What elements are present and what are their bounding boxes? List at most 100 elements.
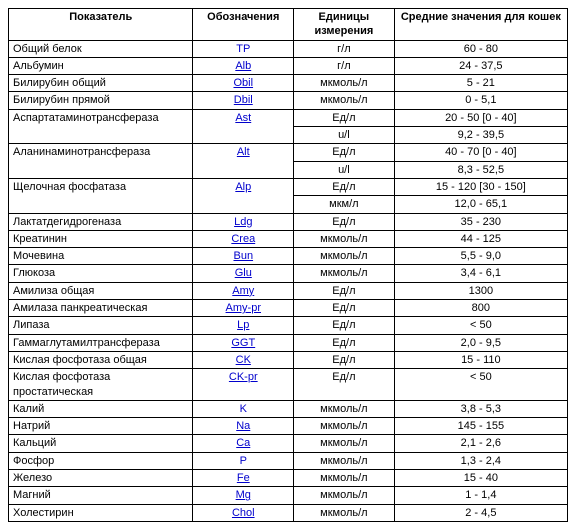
unit-cell: мкмоль/л	[294, 92, 395, 109]
parameter-cell: Фосфор	[9, 452, 193, 469]
symbol-link[interactable]: Fe	[237, 472, 250, 484]
table-row: АспартатаминотрансферазаAstЕд/л20 - 50 […	[9, 109, 568, 126]
symbol-link[interactable]: Ca	[236, 437, 250, 449]
table-row: КалийKмкмоль/л3,8 - 5,3	[9, 400, 568, 417]
table-row: ФосфорPмкмоль/л1,3 - 2,4	[9, 452, 568, 469]
unit-cell: Ед/л	[294, 282, 395, 299]
unit-cell: мкм/л	[294, 196, 395, 213]
unit-cell: мкмоль/л	[294, 452, 395, 469]
table-row: Кислая фосфотаза общая CK Ед/л15 - 110	[9, 351, 568, 368]
value-cell: 3,4 - 6,1	[394, 265, 567, 282]
col-header-symbol: Обозначения	[193, 9, 294, 41]
value-cell: 15 - 110	[394, 351, 567, 368]
symbol-link[interactable]: Alp	[235, 181, 251, 193]
symbol-cell: K	[193, 400, 294, 417]
parameter-cell: Аспартатаминотрансфераза	[9, 109, 193, 144]
value-cell: < 50	[394, 317, 567, 334]
symbol-link[interactable]: Lp	[237, 319, 249, 331]
symbol-cell: Alp	[193, 178, 294, 213]
symbol-cell: Ca	[193, 435, 294, 452]
value-cell: 24 - 37,5	[394, 57, 567, 74]
table-row: ЛипазаLpЕд/л< 50	[9, 317, 568, 334]
symbol-link[interactable]: Amy-pr	[226, 302, 261, 314]
value-cell: 145 - 155	[394, 418, 567, 435]
parameter-cell: Кальций	[9, 435, 193, 452]
table-row: Амилаза панкреатическая Amy-pr Ед/л800	[9, 300, 568, 317]
table-row: НатрийNaмкмоль/л145 - 155	[9, 418, 568, 435]
value-cell: 15 - 40	[394, 470, 567, 487]
parameter-cell: Калий	[9, 400, 193, 417]
symbol-cell: Alb	[193, 57, 294, 74]
value-cell: 1 - 1,4	[394, 487, 567, 504]
parameter-cell: Аланинаминотрансфераза	[9, 144, 193, 179]
unit-cell: мкмоль/л	[294, 418, 395, 435]
parameter-cell: Мочевина	[9, 248, 193, 265]
unit-cell: Ед/л	[294, 213, 395, 230]
value-cell: 15 - 120 [30 - 150]	[394, 178, 567, 195]
symbol-cell: Bun	[193, 248, 294, 265]
table-row: Билирубин прямойDbilмкмоль/л0 - 5,1	[9, 92, 568, 109]
symbol-link[interactable]: Ast	[235, 112, 251, 124]
symbol-link[interactable]: CK	[236, 354, 251, 366]
value-cell: 800	[394, 300, 567, 317]
value-cell: 5,5 - 9,0	[394, 248, 567, 265]
symbol-cell: Lp	[193, 317, 294, 334]
parameter-cell: Холестирин	[9, 504, 193, 521]
symbol-link[interactable]: Na	[236, 420, 250, 432]
parameter-cell: Кислая фосфотаза общая	[9, 351, 193, 368]
unit-cell: Ед/л	[294, 351, 395, 368]
symbol-link[interactable]: Alt	[237, 146, 250, 158]
table-row: Амилиза общаяAmyЕд/л1300	[9, 282, 568, 299]
unit-cell: мкмоль/л	[294, 230, 395, 247]
symbol-link[interactable]: Ldg	[234, 216, 252, 228]
symbol-link[interactable]: Bun	[233, 250, 253, 262]
parameter-cell: Лактатдегидрогеназа	[9, 213, 193, 230]
symbol-cell: Ldg	[193, 213, 294, 230]
unit-cell: Ед/л	[294, 144, 395, 161]
symbol-link[interactable]: Mg	[236, 489, 251, 501]
symbol-link[interactable]: Glu	[235, 267, 252, 279]
unit-cell: мкмоль/л	[294, 75, 395, 92]
symbol-link[interactable]: Obil	[233, 77, 253, 89]
symbol-link[interactable]: Amy	[232, 285, 254, 297]
parameter-cell: Липаза	[9, 317, 193, 334]
symbol-link[interactable]: Crea	[231, 233, 255, 245]
value-cell: 44 - 125	[394, 230, 567, 247]
table-row: Кислая фосфотаза простатическаяCK-prЕд/л…	[9, 369, 568, 401]
value-cell: 20 - 50 [0 - 40]	[394, 109, 567, 126]
table-header-row: Показатель Обозначения Единицы измерения…	[9, 9, 568, 41]
unit-cell: Ед/л	[294, 109, 395, 126]
table-row: Альбумин Alb г/л24 - 37,5	[9, 57, 568, 74]
table-row: КальцийCaмкмоль/л2,1 - 2,6	[9, 435, 568, 452]
parameter-cell: Креатинин	[9, 230, 193, 247]
parameter-cell: Общий белок	[9, 40, 193, 57]
symbol-cell: Ast	[193, 109, 294, 144]
value-cell: 60 - 80	[394, 40, 567, 57]
value-cell: 1,3 - 2,4	[394, 452, 567, 469]
parameter-cell: Альбумин	[9, 57, 193, 74]
symbol-link[interactable]: Alb	[235, 60, 251, 72]
symbol-cell: Amy-pr	[193, 300, 294, 317]
symbol-cell: CK	[193, 351, 294, 368]
symbol-cell: Dbil	[193, 92, 294, 109]
col-header-units: Единицы измерения	[294, 9, 395, 41]
parameter-cell: Щелочная фосфатаза	[9, 178, 193, 213]
unit-cell: u/l	[294, 161, 395, 178]
symbol-cell: Alt	[193, 144, 294, 179]
symbol-cell: Crea	[193, 230, 294, 247]
unit-cell: мкмоль/л	[294, 248, 395, 265]
symbol-cell: CK-pr	[193, 369, 294, 401]
unit-cell: г/л	[294, 57, 395, 74]
parameter-cell: Гаммаглутамилтрансфераза	[9, 334, 193, 351]
symbol-cell: Na	[193, 418, 294, 435]
value-cell: 3,8 - 5,3	[394, 400, 567, 417]
unit-cell: Ед/л	[294, 300, 395, 317]
unit-cell: г/л	[294, 40, 395, 57]
col-header-values: Средние значения для кошек	[394, 9, 567, 41]
symbol-link[interactable]: CK-pr	[229, 371, 258, 383]
symbol-link[interactable]: Dbil	[234, 94, 253, 106]
parameter-cell: Амилаза панкреатическая	[9, 300, 193, 317]
symbol-link[interactable]: GGT	[231, 337, 255, 349]
parameter-cell: Магний	[9, 487, 193, 504]
table-row: ГлюкозаGluмкмоль/л3,4 - 6,1	[9, 265, 568, 282]
